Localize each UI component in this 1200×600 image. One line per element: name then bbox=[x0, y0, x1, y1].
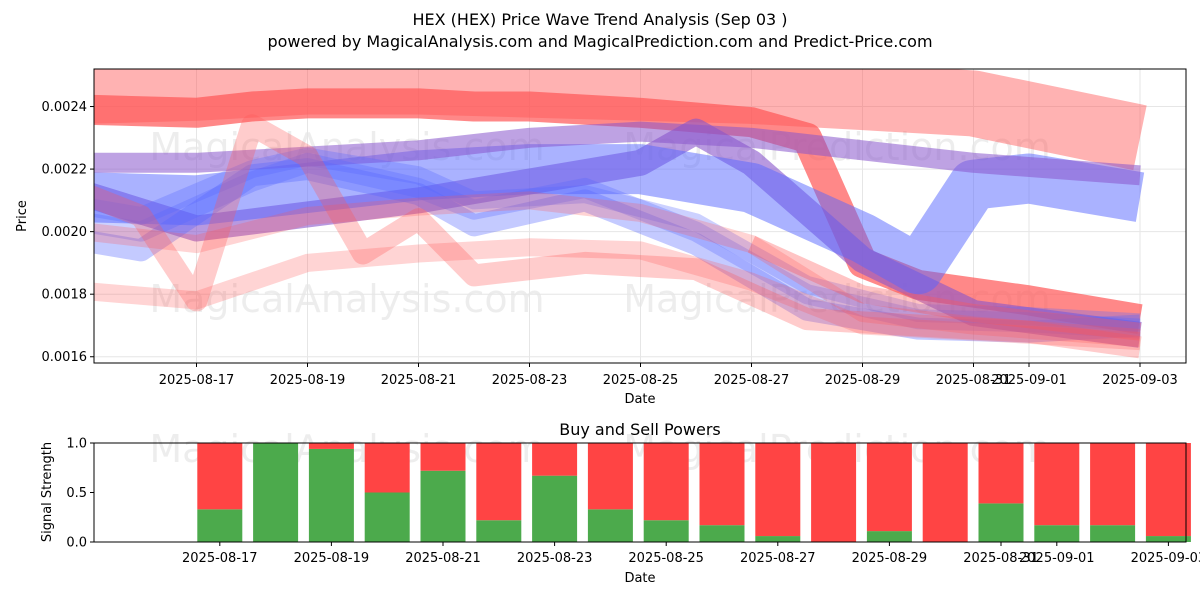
sell-bar bbox=[866, 443, 912, 532]
buy-bar bbox=[1034, 525, 1080, 542]
bar-chart-title: Buy and Sell Powers bbox=[559, 420, 721, 439]
sell-bar bbox=[1145, 443, 1191, 537]
sell-bar bbox=[587, 443, 633, 510]
bar-x-tick-label: 2025-09-01 bbox=[1019, 551, 1095, 566]
bar-x-axis-label: Date bbox=[624, 571, 655, 586]
buy-bar bbox=[643, 520, 689, 542]
wave-band-red bbox=[747, 235, 1142, 341]
x-tick-label: 2025-08-25 bbox=[603, 373, 679, 388]
sell-bar bbox=[197, 443, 243, 510]
x-tick-label: 2025-08-31 bbox=[936, 373, 1012, 388]
wave-band-purple bbox=[94, 121, 1141, 186]
y-tick-label: 0.0020 bbox=[42, 225, 88, 240]
buy-bar bbox=[755, 536, 801, 542]
sell-bar bbox=[476, 443, 522, 521]
buy-bar bbox=[699, 525, 745, 542]
buy-bar bbox=[253, 443, 299, 542]
x-tick-label: 2025-09-03 bbox=[1102, 373, 1178, 388]
sell-bar bbox=[699, 443, 745, 526]
bar-y-tick-label: 0.5 bbox=[66, 486, 87, 501]
sell-bar bbox=[1034, 443, 1080, 526]
x-tick-label: 2025-09-01 bbox=[991, 373, 1067, 388]
buy-bar bbox=[197, 509, 243, 542]
sell-bar bbox=[922, 443, 968, 542]
wave-band-blue bbox=[94, 152, 1141, 339]
x-tick-label: 2025-08-19 bbox=[270, 373, 346, 388]
wave-band-blue bbox=[94, 158, 1141, 343]
sell-bar bbox=[420, 443, 466, 471]
bar-y-tick-label: 0.0 bbox=[66, 536, 87, 551]
buy-bar bbox=[1090, 525, 1136, 542]
bar-x-tick-label: 2025-08-27 bbox=[740, 551, 816, 566]
sell-bar bbox=[643, 443, 689, 521]
chart-subtitle: powered by MagicalAnalysis.com and Magic… bbox=[267, 32, 933, 51]
chart-title: HEX (HEX) Price Wave Trend Analysis (Sep… bbox=[412, 10, 788, 29]
sell-bar bbox=[1090, 443, 1136, 526]
buy-bar bbox=[978, 503, 1024, 542]
wave-band-red bbox=[94, 191, 1141, 347]
wave-band-red bbox=[94, 69, 1147, 171]
sell-bar bbox=[978, 443, 1024, 504]
y-axis-label: Price bbox=[15, 200, 30, 232]
bar-x-tick-label: 2025-09-03 bbox=[1131, 551, 1200, 566]
wave-band-red bbox=[94, 114, 1142, 359]
sell-bar bbox=[532, 443, 578, 476]
y-tick-label: 0.0024 bbox=[42, 100, 88, 115]
x-tick-label: 2025-08-17 bbox=[159, 373, 235, 388]
buy-bar bbox=[420, 470, 466, 542]
buy-bar bbox=[532, 475, 578, 542]
sell-bar bbox=[755, 443, 801, 537]
sell-bar bbox=[364, 443, 410, 493]
bar-y-axis-label: Signal Strength bbox=[40, 442, 55, 542]
buy-bar bbox=[866, 531, 912, 542]
bar-y-tick-label: 1.0 bbox=[66, 437, 87, 452]
watermark-text: MagicalAnalysis.com bbox=[149, 277, 544, 321]
bar-x-tick-label: 2025-08-31 bbox=[963, 551, 1039, 566]
bar-x-tick-label: 2025-08-29 bbox=[852, 551, 928, 566]
wave-band-blue bbox=[94, 144, 1145, 295]
wave-band-blue bbox=[94, 147, 1141, 332]
y-tick-label: 0.0022 bbox=[42, 163, 88, 178]
buy-bar bbox=[1145, 536, 1191, 542]
y-tick-label: 0.0018 bbox=[42, 288, 88, 303]
bar-x-tick-label: 2025-08-21 bbox=[405, 551, 481, 566]
sell-bar bbox=[811, 443, 857, 542]
buy-bar bbox=[587, 509, 633, 542]
buy-bar bbox=[476, 520, 522, 542]
bar-x-tick-label: 2025-08-17 bbox=[182, 551, 258, 566]
x-tick-label: 2025-08-27 bbox=[714, 373, 790, 388]
x-axis-label: Date bbox=[624, 392, 655, 407]
bar-x-tick-label: 2025-08-23 bbox=[517, 551, 593, 566]
x-tick-label: 2025-08-21 bbox=[381, 373, 457, 388]
wave-band-red bbox=[94, 238, 1141, 351]
y-tick-label: 0.0016 bbox=[42, 350, 88, 365]
bar-x-tick-label: 2025-08-25 bbox=[628, 551, 704, 566]
sell-bar bbox=[308, 443, 354, 449]
buy-bar bbox=[364, 492, 410, 542]
x-tick-label: 2025-08-23 bbox=[492, 373, 568, 388]
x-tick-label: 2025-08-29 bbox=[825, 373, 901, 388]
buy-bar bbox=[308, 448, 354, 542]
price-bands bbox=[94, 69, 1147, 359]
bar-x-tick-label: 2025-08-19 bbox=[294, 551, 370, 566]
